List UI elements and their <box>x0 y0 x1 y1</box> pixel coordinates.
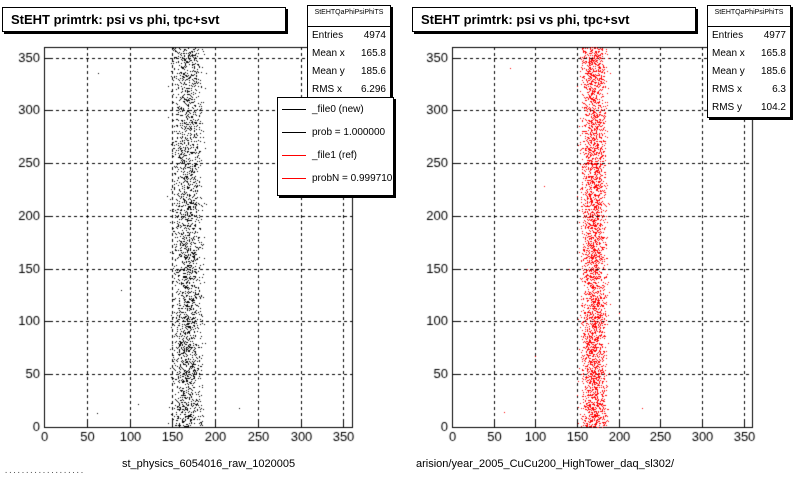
right-plot-title-text: StEHT primtrk: psi vs phi, tpc+svt <box>421 12 630 27</box>
right-plot-title: StEHT primtrk: psi vs phi, tpc+svt <box>412 7 696 32</box>
left-stats-label: RMS x <box>312 84 342 95</box>
legend-entry: _file1 (ref) <box>278 144 393 167</box>
right-stats-value: 185.6 <box>760 66 786 77</box>
legend-label: _file1 (ref) <box>312 150 358 161</box>
left-plot-title: StEHT primtrk: psi vs phi, tpc+svt <box>2 7 286 32</box>
legend-entry: probN = 0.999710 <box>278 167 393 190</box>
legend-line-swatch <box>282 155 306 156</box>
legend-label: prob = 1.000000 <box>312 127 386 138</box>
left-stats-row: Mean x 165.8 <box>308 45 390 63</box>
right-stats-label: Mean y <box>712 66 745 77</box>
legend-line-swatch <box>282 109 306 110</box>
left-stats-label: Mean y <box>312 66 345 77</box>
legend-line-swatch <box>282 132 306 133</box>
left-plot-title-text: StEHT primtrk: psi vs phi, tpc+svt <box>11 12 220 27</box>
left-stats-row: RMS x 6.296 <box>308 81 390 99</box>
right-stats-row: Mean y 185.6 <box>708 63 790 81</box>
right-stats-label: RMS x <box>712 84 742 95</box>
left-stats-value: 185.6 <box>360 66 386 77</box>
right-stats-row: RMS y 104.2 <box>708 99 790 117</box>
left-stats-label: Mean x <box>312 48 345 59</box>
right-stats-value: 104.2 <box>760 102 786 113</box>
legend-line-swatch <box>282 178 306 179</box>
right-stats-box: StEHTQaPhiPsiPhiTS Entries 4977 Mean x 165.… <box>707 5 791 118</box>
right-stats-value: 4977 <box>763 30 786 41</box>
left-stats-value: 6.296 <box>360 84 386 95</box>
right-stats-row: RMS x 6.3 <box>708 81 790 99</box>
left-stats-label: Entries <box>312 30 344 41</box>
left-stats-value: 165.8 <box>360 48 386 59</box>
legend-label: probN = 0.999710 <box>312 173 393 184</box>
right-file-label: arision/year_2005_CuCu200_HighTower_daq_… <box>416 458 675 470</box>
right-stats-label: Entries <box>712 30 744 41</box>
left-legend: _file0 (new) prob = 1.000000 _file1 (ref) p… <box>277 97 394 196</box>
left-stats-name: StEHTQaPhiPsiPhiTS <box>308 6 390 27</box>
right-stats-row: Mean x 165.8 <box>708 45 790 63</box>
left-file-label: st_physics_6054016_raw_1020005 <box>122 458 296 470</box>
legend-entry: _file0 (new) <box>278 98 393 121</box>
legend-label: _file0 (new) <box>312 104 364 115</box>
left-stats-box: StEHTQaPhiPsiPhiTS Entries 4974 Mean x 165.… <box>307 5 391 99</box>
left-stats-value: 4974 <box>363 30 386 41</box>
right-stats-label: RMS y <box>712 102 742 113</box>
right-stats-label: Mean x <box>712 48 745 59</box>
right-stats-row: Entries 4977 <box>708 27 790 45</box>
legend-entry: prob = 1.000000 <box>278 121 393 144</box>
right-stats-value: 6.3 <box>772 84 786 95</box>
left-stats-row: Entries 4974 <box>308 27 390 45</box>
footer-text: ................... <box>4 467 85 475</box>
right-stats-name: StEHTQaPhiPsiPhiTS <box>708 6 790 27</box>
right-stats-value: 165.8 <box>760 48 786 59</box>
left-stats-row: Mean y 185.6 <box>308 63 390 81</box>
